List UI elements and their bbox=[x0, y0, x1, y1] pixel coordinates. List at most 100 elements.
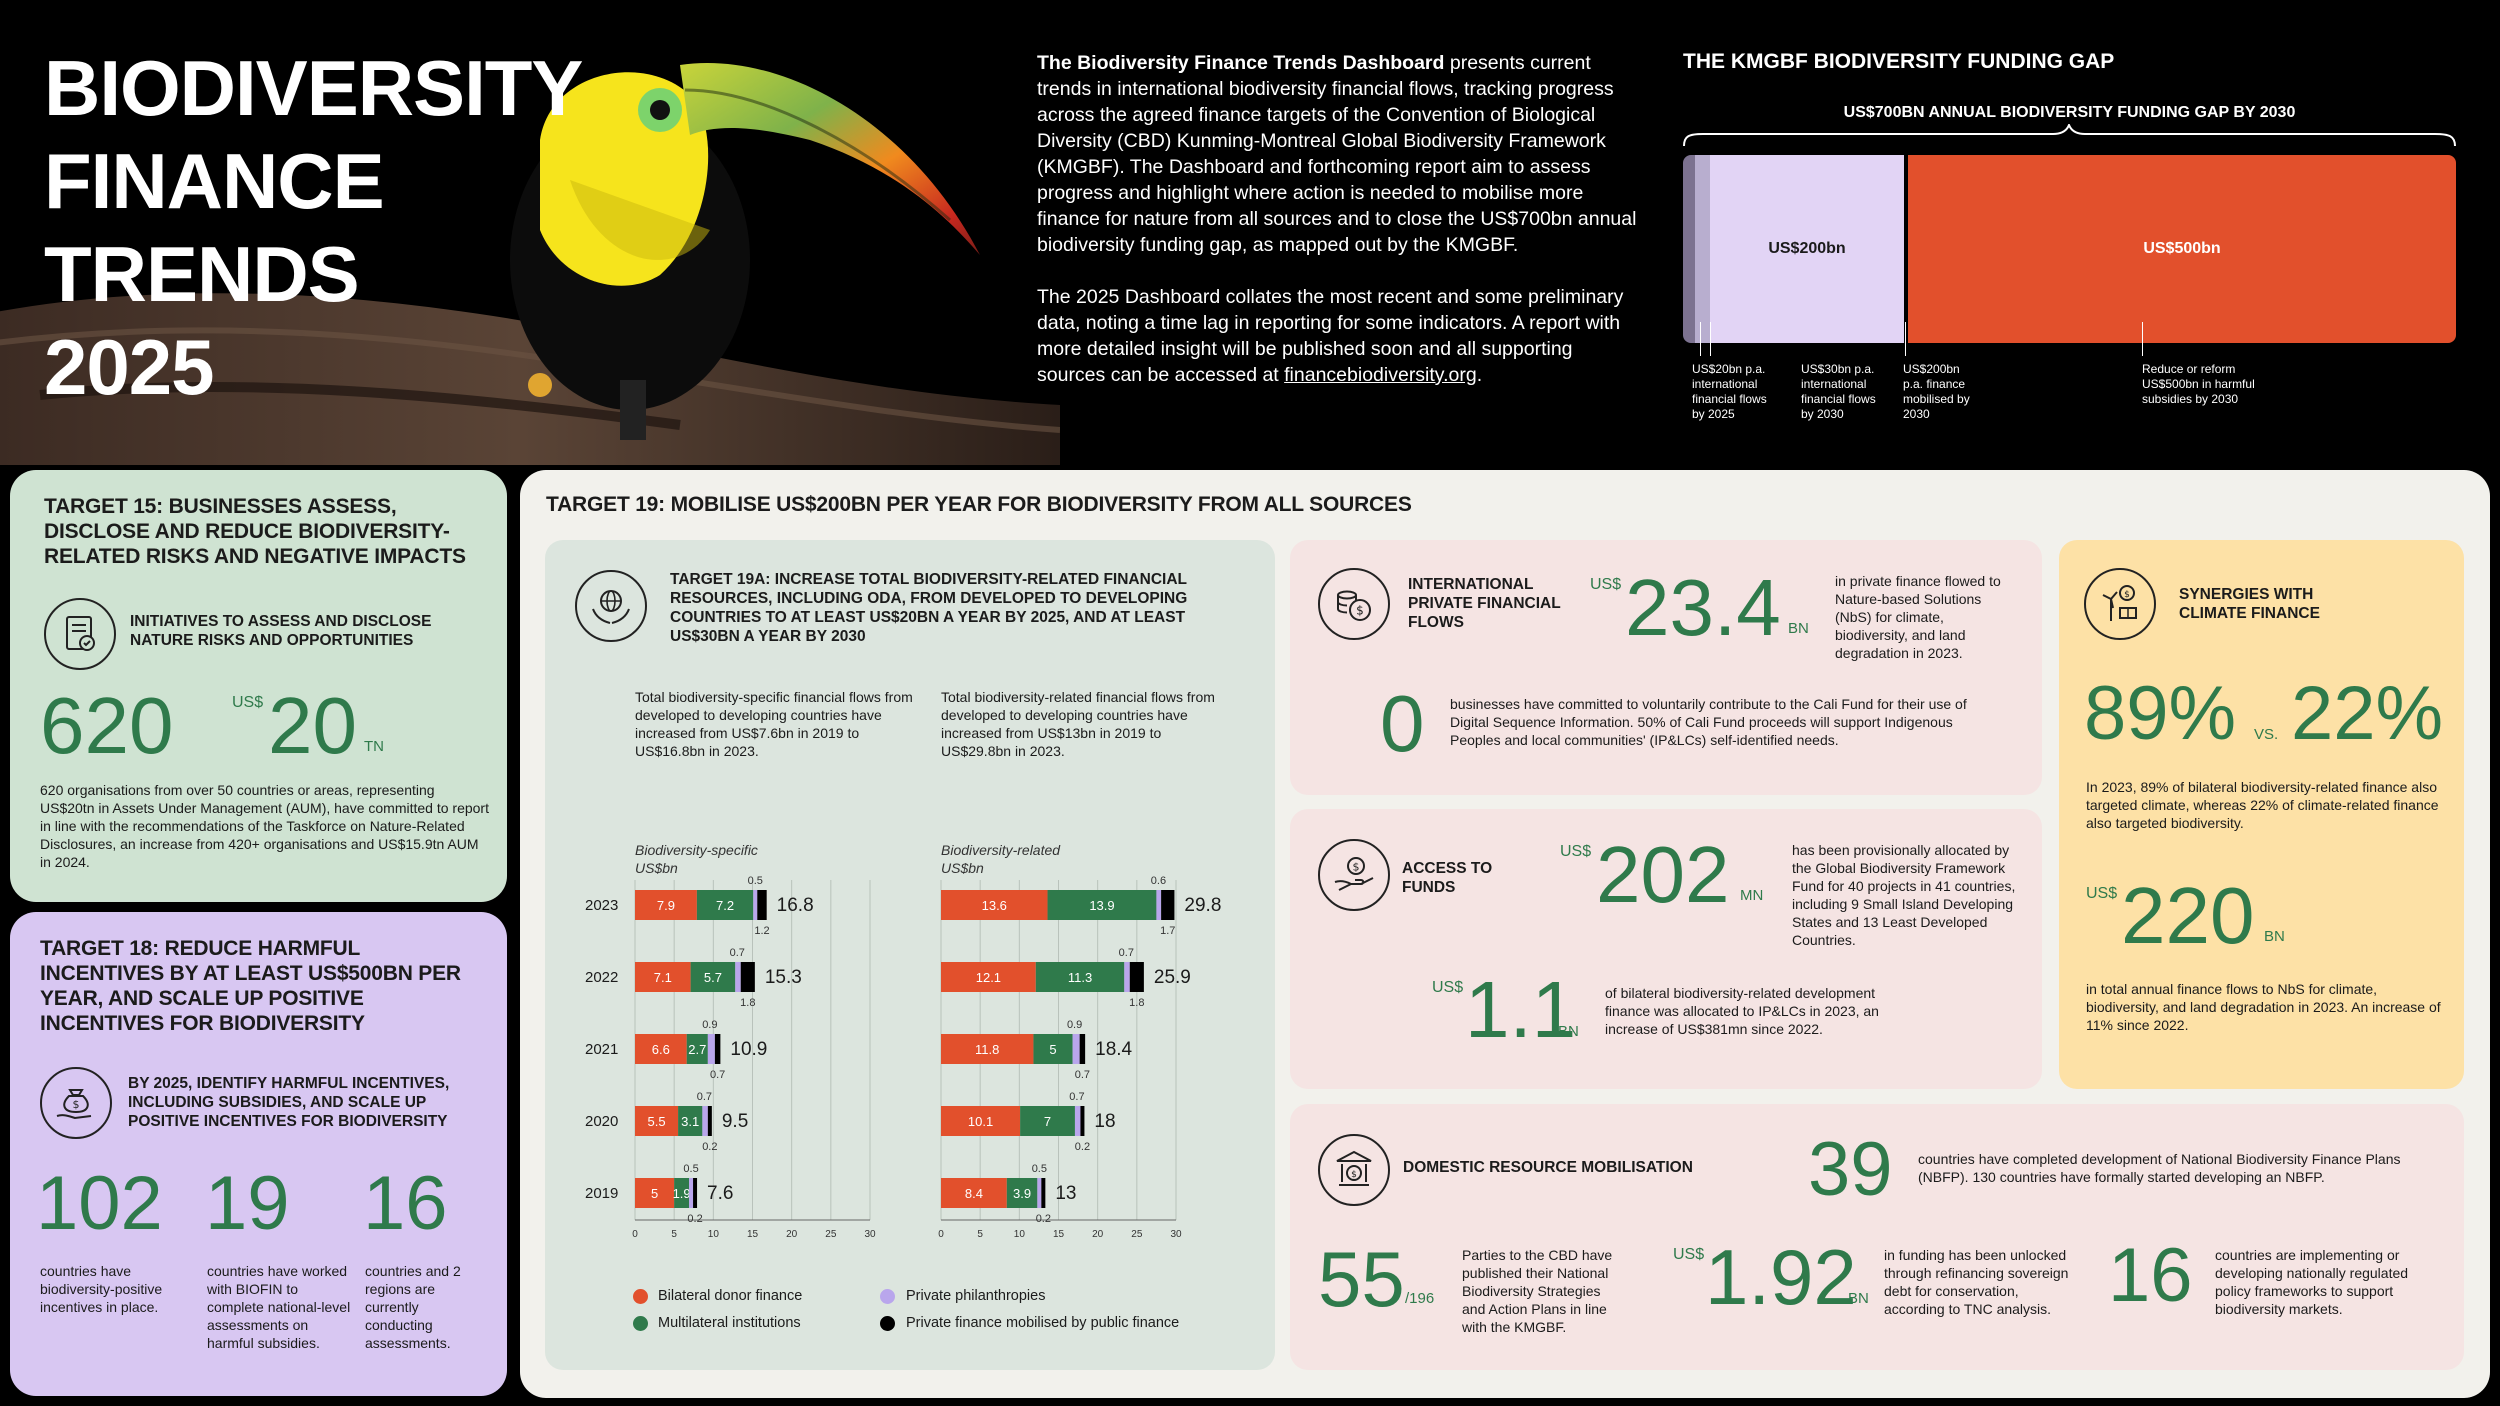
target-18-subheading: BY 2025, IDENTIFY HARMFUL INCENTIVES, IN… bbox=[128, 1075, 450, 1130]
chart-year-label: 2020 bbox=[585, 1113, 618, 1130]
svg-text:$: $ bbox=[1351, 1170, 1357, 1180]
chart-2-bar-private-philanthropies bbox=[1156, 890, 1162, 920]
chart-2-xtick: 15 bbox=[1053, 1229, 1065, 1240]
target-15-subheading: INITIATIVES TO ASSESS AND DISCLOSE NATUR… bbox=[130, 613, 432, 649]
access-text: has been provisionally allocated by the … bbox=[1792, 842, 2016, 948]
chart-2-private-value: 0.2 bbox=[1075, 1141, 1090, 1153]
access-label: ACCESS TO FUNDS bbox=[1402, 860, 1493, 896]
chart-2-philanthropy-value: 0.9 bbox=[1067, 1019, 1082, 1031]
chart-1-bar-value: 3.1 bbox=[681, 1114, 699, 1129]
chart-2-bar-multilateral-institutions bbox=[1020, 1106, 1075, 1136]
chart-year-label: 2022 bbox=[585, 969, 618, 986]
gap-note-1: US$20bn p.a. international financial flo… bbox=[1692, 362, 1767, 421]
chart-1-total: 9.5 bbox=[722, 1111, 748, 1132]
chart-1-bar-value: 7.2 bbox=[716, 898, 734, 913]
svg-text:$: $ bbox=[2124, 590, 2130, 600]
chart-2-unit: US$bn bbox=[941, 860, 984, 876]
access-to-funds-card: $ ACCESS TO FUNDS US$ 202 MN has been pr… bbox=[1290, 809, 2042, 1089]
chart-1-bar-bilateral-donor-finance bbox=[635, 962, 691, 992]
hand-dollar-icon: $ bbox=[1318, 839, 1390, 911]
access-number: 202 bbox=[1596, 830, 1730, 919]
svg-text:$: $ bbox=[1356, 604, 1364, 618]
gap-note-tick-2 bbox=[1710, 322, 1711, 356]
chart-1-philanthropy-value: 0.7 bbox=[730, 947, 745, 959]
chart-2-bar-multilateral-institutions bbox=[1035, 962, 1125, 992]
t18-stat-2-number: 19 bbox=[205, 1161, 290, 1246]
chart-1-bar-multilateral-institutions bbox=[690, 962, 736, 992]
chart-1-xtick: 30 bbox=[864, 1229, 876, 1240]
chart-1-bar-value: 5.5 bbox=[648, 1114, 666, 1129]
chart-2-bar-private-philanthropies bbox=[1124, 962, 1130, 992]
toucan-image bbox=[510, 63, 980, 440]
t18-stat-1-number: 102 bbox=[36, 1161, 163, 1246]
document-checklist-icon bbox=[44, 598, 116, 670]
gap-note-3: US$200bn p.a. finance mobilised by 2030 bbox=[1903, 362, 1970, 421]
syn-nbs-unit: BN bbox=[2264, 928, 2285, 945]
chart-2-bar-value: 13.9 bbox=[1089, 898, 1114, 913]
chart-1-total: 16.8 bbox=[777, 895, 814, 916]
access-unit: MN bbox=[1740, 887, 1764, 904]
chart-2-bar-private-finance-mobilised-by-public-finance bbox=[1161, 890, 1175, 920]
t15-orgs-number: 620 bbox=[40, 681, 174, 770]
intro-text: The Biodiversity Finance Trends Dashboar… bbox=[1037, 52, 1637, 386]
chart-1-bar-private-philanthropies bbox=[702, 1106, 708, 1136]
wind-solar-dollar-icon: $ bbox=[2084, 568, 2156, 640]
money-bag-hand-icon: $ bbox=[40, 1067, 112, 1139]
syn-text-1: In 2023, 89% of bilateral biodiversity-r… bbox=[2086, 779, 2439, 831]
chart-2-xtick: 10 bbox=[1014, 1229, 1026, 1240]
chart-2-total: 18.4 bbox=[1095, 1039, 1132, 1060]
chart-2-bar-value: 7 bbox=[1044, 1114, 1051, 1129]
iplc-unit: BN bbox=[1558, 1023, 1579, 1040]
chart-1-bar-private-philanthropies bbox=[689, 1178, 694, 1208]
chart-1-bar-private-finance-mobilised-by-public-finance bbox=[693, 1178, 698, 1208]
chart-1-private-value: 0.7 bbox=[710, 1069, 725, 1081]
international-private-flows-card: $ INTERNATIONAL PRIVATE FINANCIAL FLOWS … bbox=[1290, 540, 2042, 795]
chart-2-xtick: 20 bbox=[1092, 1229, 1104, 1240]
chart-2-bar-value: 3.9 bbox=[1013, 1186, 1031, 1201]
chart-2-bar-private-finance-mobilised-by-public-finance bbox=[1080, 1106, 1085, 1136]
intl-number: 23.4 bbox=[1625, 563, 1781, 652]
chart-2-philanthropy-value: 0.5 bbox=[1032, 1163, 1047, 1175]
synergies-label: SYNERGIES WITH CLIMATE FINANCE bbox=[2179, 586, 2320, 622]
debt-unit: BN bbox=[1848, 1290, 1869, 1307]
chart-1-total: 7.6 bbox=[707, 1183, 733, 1204]
syn-nbs-number: 220 bbox=[2121, 871, 2255, 960]
chart-1-private-value: 0.2 bbox=[702, 1141, 717, 1153]
gap-subtitle: US$700BN ANNUAL BIODIVERSITY FUNDING GAP… bbox=[1843, 104, 2296, 121]
chart-2-bar-private-philanthropies bbox=[1072, 1034, 1080, 1064]
chart-2-title: Biodiversity-related bbox=[941, 842, 1061, 858]
chart-1-bar-bilateral-donor-finance bbox=[635, 1106, 679, 1136]
chart-2-xtick: 5 bbox=[977, 1229, 983, 1240]
target-15-panel: TARGET 15: BUSINESSES ASSESS, DISCLOSE A… bbox=[10, 470, 507, 902]
chart-1-philanthropy-value: 0.7 bbox=[697, 1091, 712, 1103]
syn-climate-percent: 22% bbox=[2291, 671, 2444, 756]
chart-2-bar-value: 11.3 bbox=[1068, 970, 1092, 985]
chart-1-bar-private-finance-mobilised-by-public-finance bbox=[714, 1034, 721, 1064]
chart-1-private-value: 1.2 bbox=[754, 925, 769, 937]
gap-brace bbox=[1683, 124, 2456, 147]
chart-2-xtick: 25 bbox=[1131, 1229, 1143, 1240]
chart-1-bar-value: 6.6 bbox=[652, 1042, 670, 1057]
gap-seg-30bn bbox=[1695, 155, 1710, 343]
chart-1-bar-bilateral-donor-finance bbox=[635, 890, 697, 920]
chart-2-bar-value: 8.4 bbox=[965, 1186, 983, 1201]
chart-1-xtick: 15 bbox=[747, 1229, 759, 1240]
t15-aum-unit: TN bbox=[364, 738, 384, 755]
chart-1-bar-value: 7.1 bbox=[654, 970, 672, 985]
gap-seg-500bn: US$500bn bbox=[1908, 155, 2456, 343]
legend-swatch-multilateral bbox=[633, 1316, 648, 1331]
nbsap-suffix: /196 bbox=[1405, 1290, 1435, 1307]
chart-1-bar-private-philanthropies bbox=[735, 962, 741, 992]
chart-2-xtick: 30 bbox=[1170, 1229, 1182, 1240]
domestic-resource-card: $ DOMESTIC RESOURCE MOBILISATION 39 coun… bbox=[1290, 1104, 2464, 1370]
chart-2-bar-private-finance-mobilised-by-public-finance bbox=[1129, 962, 1144, 992]
hero-title: BIODIVERSITY FINANCE TRENDS 2025 bbox=[44, 44, 583, 411]
gap-note-4: Reduce or reform US$500bn in harmful sub… bbox=[2142, 362, 2255, 406]
iplc-text: of bilateral biodiversity-related develo… bbox=[1605, 985, 1879, 1037]
synergies-card: $ SYNERGIES WITH CLIMATE FINANCE 89% VS.… bbox=[2059, 540, 2464, 1089]
chart-2-private-value: 1.7 bbox=[1160, 925, 1175, 937]
nbfp-text: countries have completed development of … bbox=[1918, 1151, 2401, 1185]
source-link[interactable]: financebiodiversity.org bbox=[1284, 364, 1477, 386]
chart-1-bar-private-philanthropies bbox=[753, 890, 758, 920]
t15-body: 620 organisations from over 50 countries… bbox=[40, 782, 489, 870]
